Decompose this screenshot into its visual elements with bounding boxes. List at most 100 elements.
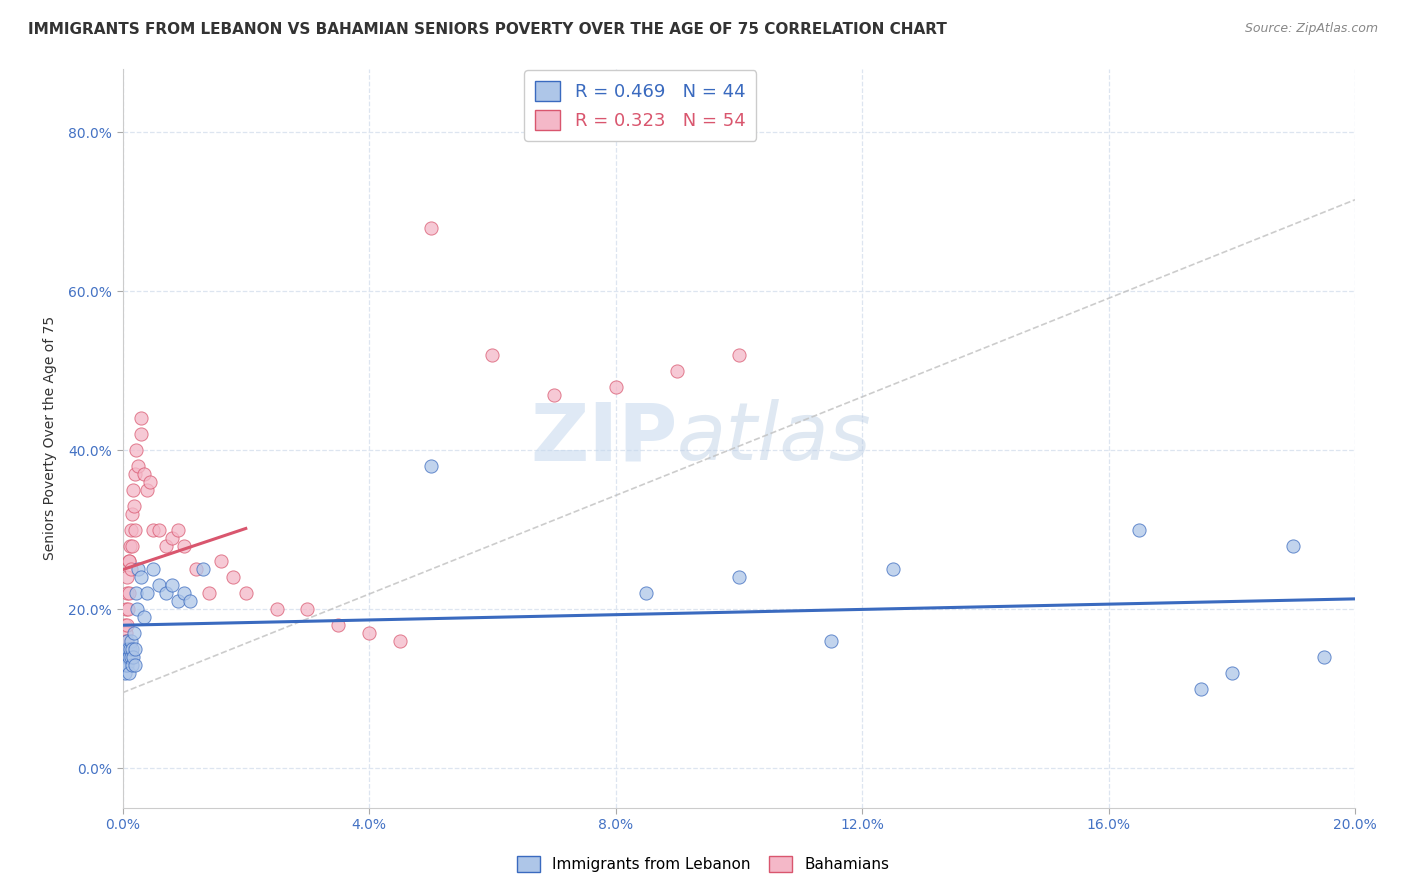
Point [125,586,148,600]
Point [666,364,689,378]
Point [727,570,749,584]
Point [114,642,136,657]
Point [115,586,138,600]
Point [222,570,245,584]
Legend: R = 0.469   N = 44, R = 0.323   N = 54: R = 0.469 N = 44, R = 0.323 N = 54 [524,70,756,141]
Point [1189,681,1212,696]
Text: atlas: atlas [678,400,872,477]
Point [121,539,143,553]
Point [115,634,138,648]
Point [115,634,138,648]
Point [179,594,201,608]
Point [142,523,165,537]
Point [167,594,190,608]
Text: ZIP: ZIP [530,400,678,477]
Point [198,586,221,600]
Point [191,562,214,576]
Point [209,554,232,568]
Point [124,642,146,657]
Point [148,578,170,592]
Point [160,578,183,592]
Point [605,379,627,393]
Y-axis label: Seniors Poverty Over the Age of 75: Seniors Poverty Over the Age of 75 [44,316,58,560]
Point [118,642,141,657]
Point [727,348,749,362]
Point [121,657,143,672]
Point [115,657,138,672]
Point [117,642,139,657]
Point [388,634,411,648]
Point [112,649,135,664]
Point [357,626,380,640]
Point [122,499,145,513]
Text: IMMIGRANTS FROM LEBANON VS BAHAMIAN SENIORS POVERTY OVER THE AGE OF 75 CORRELATI: IMMIGRANTS FROM LEBANON VS BAHAMIAN SENI… [28,22,948,37]
Point [112,657,135,672]
Point [117,570,139,584]
Point [122,483,145,497]
Point [118,539,141,553]
Point [129,411,152,425]
Point [122,626,145,640]
Point [155,539,177,553]
Point [118,554,141,568]
Point [419,220,441,235]
Point [129,427,152,442]
Point [127,459,149,474]
Point [122,649,145,664]
Point [481,348,503,362]
Text: Source: ZipAtlas.com: Source: ZipAtlas.com [1244,22,1378,36]
Point [118,649,141,664]
Point [132,467,155,481]
Point [142,562,165,576]
Point [112,649,135,664]
Point [124,657,146,672]
Point [124,467,146,481]
Point [114,618,136,632]
Legend: Immigrants from Lebanon, Bahamians: Immigrants from Lebanon, Bahamians [509,848,897,880]
Point [328,618,350,632]
Point [235,586,257,600]
Point [120,649,142,664]
Point [1313,649,1336,664]
Point [266,602,288,616]
Point [118,554,141,568]
Point [127,562,149,576]
Point [118,665,141,680]
Point [820,634,842,648]
Point [115,618,138,632]
Point [136,483,159,497]
Point [167,523,190,537]
Point [118,586,141,600]
Point [136,586,159,600]
Point [129,570,152,584]
Point [125,443,148,458]
Point [114,665,136,680]
Point [117,602,139,616]
Point [1128,523,1150,537]
Point [120,634,142,648]
Point [173,586,195,600]
Point [112,642,135,657]
Point [139,475,162,489]
Point [636,586,658,600]
Point [160,531,183,545]
Point [132,610,155,624]
Point [121,642,143,657]
Point [120,562,142,576]
Point [115,602,138,616]
Point [112,634,135,648]
Point [112,649,135,664]
Point [124,523,146,537]
Point [186,562,208,576]
Point [173,539,195,553]
Point [148,523,170,537]
Point [114,626,136,640]
Point [120,523,142,537]
Point [121,507,143,521]
Point [117,649,139,664]
Point [1282,539,1305,553]
Point [297,602,319,616]
Point [1220,665,1243,680]
Point [114,642,136,657]
Point [882,562,904,576]
